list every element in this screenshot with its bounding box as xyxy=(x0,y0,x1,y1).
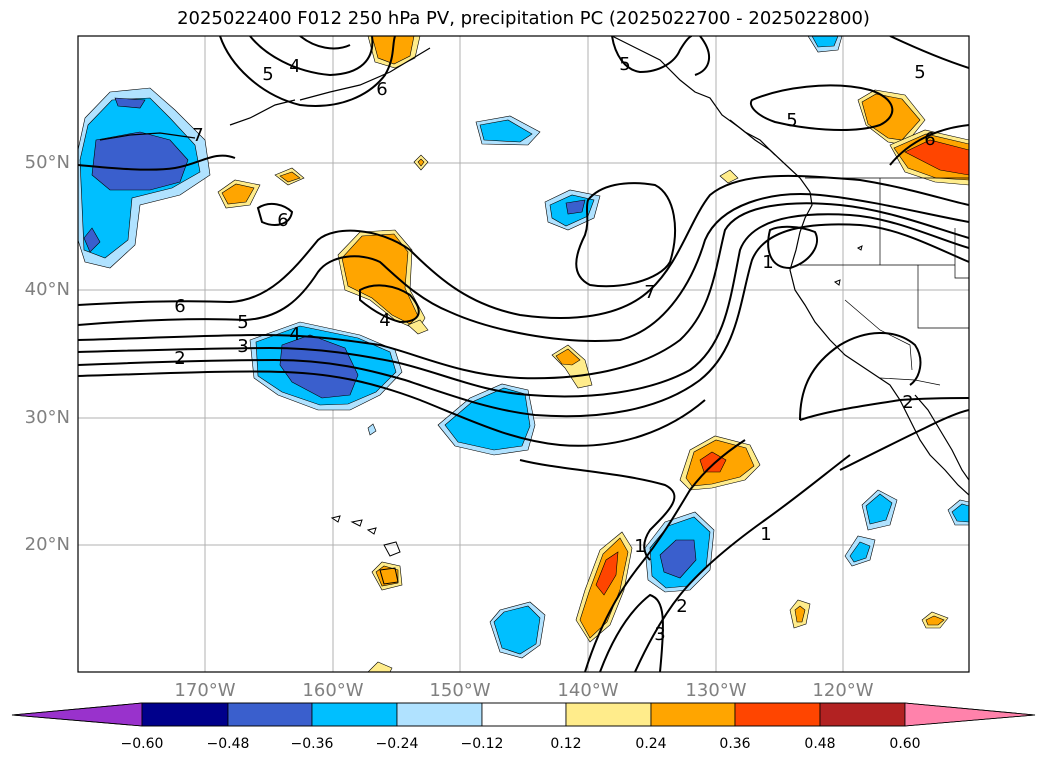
colorbar-tick: 0.60 xyxy=(889,736,921,752)
contour-label: 2 xyxy=(902,392,913,413)
contour-label: 5 xyxy=(237,312,248,333)
contour-label: 6 xyxy=(924,129,935,150)
lon-label-150w: 150°W xyxy=(429,680,491,701)
colorbar-tick: −0.60 xyxy=(120,736,164,752)
colorbar-tick: −0.12 xyxy=(460,736,504,752)
lon-label-160w: 160°W xyxy=(302,680,364,701)
contour-label: 3 xyxy=(237,336,248,357)
contour-label: 5 xyxy=(786,110,797,131)
map-frame xyxy=(77,35,970,673)
contour-label: 6 xyxy=(174,296,185,317)
contour-label: 5 xyxy=(262,64,273,85)
colorbar-tick: −0.48 xyxy=(206,736,250,752)
colorbar-segment xyxy=(396,702,483,727)
contour-label: 3 xyxy=(654,624,665,645)
colorbar-tick: −0.36 xyxy=(290,736,334,752)
lat-label-30n: 30°N xyxy=(24,407,70,428)
colorbar-segment xyxy=(141,702,229,727)
contour-label: 7 xyxy=(192,125,203,146)
contour-label: 4 xyxy=(289,56,300,77)
lat-label-20n: 20°N xyxy=(24,534,70,555)
colorbar-segment xyxy=(819,702,906,727)
colorbar-tick: 0.24 xyxy=(635,736,667,752)
colorbar-tick: 0.12 xyxy=(550,736,582,752)
contour-label: 5 xyxy=(914,62,925,83)
colorbar-segment xyxy=(650,702,736,727)
political-borders xyxy=(800,177,969,386)
gridlines xyxy=(78,36,969,672)
contour-label: 1 xyxy=(634,536,645,557)
contour-label: 1 xyxy=(762,252,773,273)
islands xyxy=(330,245,863,585)
contour-label: 4 xyxy=(289,324,300,345)
colorbar-segment xyxy=(311,702,398,727)
contour-label: 5 xyxy=(619,54,630,75)
contour-label: 2 xyxy=(676,596,687,617)
colorbar-segment xyxy=(481,702,567,727)
colorbar-tick: 0.48 xyxy=(804,736,836,752)
lat-label-40n: 40°N xyxy=(24,279,70,300)
colorbar-extend-low xyxy=(11,702,143,727)
colorbar-segment xyxy=(734,702,821,727)
contour-label: 6 xyxy=(277,210,288,231)
pv-contours xyxy=(78,36,969,672)
contour-label: 4 xyxy=(379,310,390,331)
lat-label-50n: 50°N xyxy=(24,152,70,173)
colorbar-extend-high xyxy=(904,702,1036,727)
colorbar xyxy=(11,702,1036,727)
colorbar-tick: −0.24 xyxy=(375,736,419,752)
figure-title: 2025022400 F012 250 hPa PV, precipitatio… xyxy=(177,8,870,29)
lon-label-140w: 140°W xyxy=(557,680,619,701)
lon-label-120w: 120°W xyxy=(812,680,874,701)
colorbar-segment xyxy=(227,702,313,727)
coastlines xyxy=(99,36,969,496)
colorbar-segment xyxy=(565,702,652,727)
lon-label-130w: 130°W xyxy=(685,680,747,701)
contour-label: 7 xyxy=(644,282,655,303)
contour-label: 6 xyxy=(376,79,387,100)
contour-labels: 7 6 5 4 5 5 5 6 6 6 5 4 3 2 4 7 1 1 2 3 … xyxy=(174,54,935,645)
lon-label-170w: 170°W xyxy=(174,680,236,701)
colorbar-tick: 0.36 xyxy=(719,736,751,752)
contour-label: 2 xyxy=(174,348,185,369)
contour-label: 1 xyxy=(760,524,771,545)
